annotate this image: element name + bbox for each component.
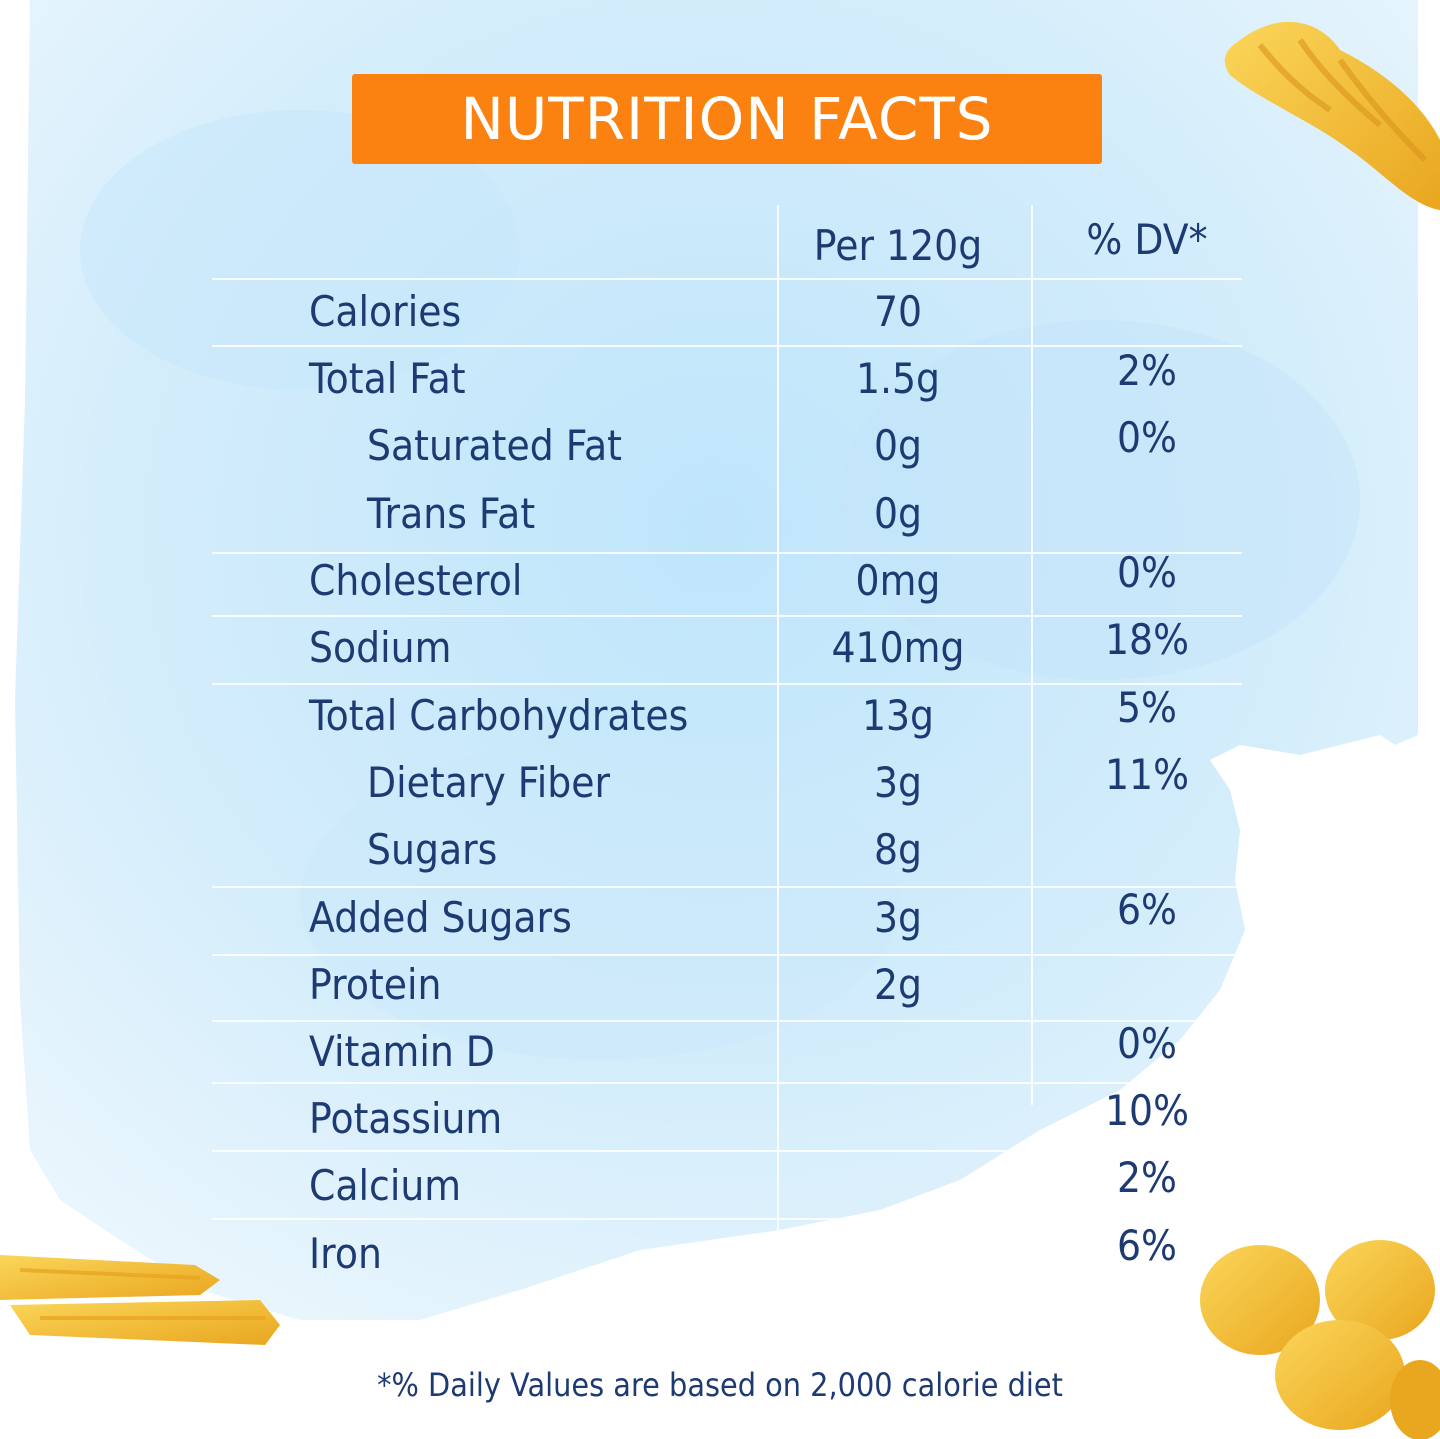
column-divider-left (777, 205, 779, 1280)
fusilli-pasta-icon (1224, 21, 1440, 211)
row-divider (212, 683, 1242, 685)
column-divider-right (1031, 205, 1033, 1105)
nutrient-amount: 0g (873, 489, 923, 538)
nutrient-amount: 0mg (855, 556, 941, 605)
row-divider (212, 552, 1242, 554)
nutrient-name: Calcium (309, 1161, 462, 1210)
row-divider (212, 1020, 1242, 1022)
nutrient-name: Sugars (367, 825, 498, 874)
nutrient-name: Dietary Fiber (367, 758, 611, 807)
nutrient-daily-value: 0% (1117, 548, 1177, 597)
row-divider (212, 1082, 1242, 1084)
nutrient-name: Sodium (309, 623, 452, 672)
row-divider (212, 1150, 1242, 1152)
nutrient-daily-value: 2% (1117, 1153, 1177, 1202)
row-divider (212, 345, 1242, 347)
nutrient-daily-value: 5% (1117, 683, 1177, 732)
nutrient-daily-value: 11% (1104, 750, 1190, 799)
nutrient-amount: 3g (873, 758, 923, 807)
nutrient-amount: 1.5g (855, 354, 941, 403)
nutrient-amount: 0g (873, 421, 923, 470)
row-divider (212, 278, 1242, 280)
macaroni-pasta-icon (1200, 1240, 1440, 1439)
row-divider (212, 615, 1242, 617)
nutrition-facts-title: NUTRITION FACTS (352, 74, 1102, 164)
nutrient-amount: 2g (873, 960, 923, 1009)
nutrient-name: Iron (309, 1229, 382, 1278)
nutrient-daily-value: 0% (1117, 413, 1177, 462)
nutrient-name: Vitamin D (309, 1027, 495, 1076)
nutrient-amount: 8g (873, 825, 923, 874)
row-divider (212, 1218, 1242, 1220)
nutrient-name: Potassium (309, 1094, 503, 1143)
nutrient-name: Protein (309, 960, 442, 1009)
daily-value-footnote: *% Daily Values are based on 2,000 calor… (377, 1366, 1063, 1404)
nutrient-name: Calories (309, 287, 462, 336)
nutrient-daily-value: 0% (1117, 1019, 1177, 1068)
nutrient-daily-value: 6% (1117, 1221, 1177, 1270)
row-divider (212, 954, 1242, 956)
column-header-dv: % DV* (1086, 215, 1208, 264)
nutrient-daily-value: 18% (1104, 615, 1190, 664)
nutrient-daily-value: 10% (1104, 1086, 1190, 1135)
nutrient-amount: 13g (861, 691, 935, 740)
row-divider (212, 886, 1242, 888)
nutrient-amount: 70 (873, 287, 923, 336)
nutrient-name: Total Fat (309, 354, 466, 403)
column-header-amount: Per 120g (813, 221, 983, 270)
nutrient-name: Cholesterol (309, 556, 523, 605)
nutrient-daily-value: 6% (1117, 885, 1177, 934)
nutrient-daily-value: 2% (1117, 346, 1177, 395)
nutrient-amount: 410mg (831, 623, 965, 672)
nutrient-name: Trans Fat (367, 489, 536, 538)
nutrient-amount: 3g (873, 893, 923, 942)
nutrient-name: Saturated Fat (367, 421, 622, 470)
nutrient-name: Total Carbohydrates (309, 691, 689, 740)
penne-pasta-icon (0, 1255, 280, 1345)
nutrient-name: Added Sugars (309, 893, 572, 942)
